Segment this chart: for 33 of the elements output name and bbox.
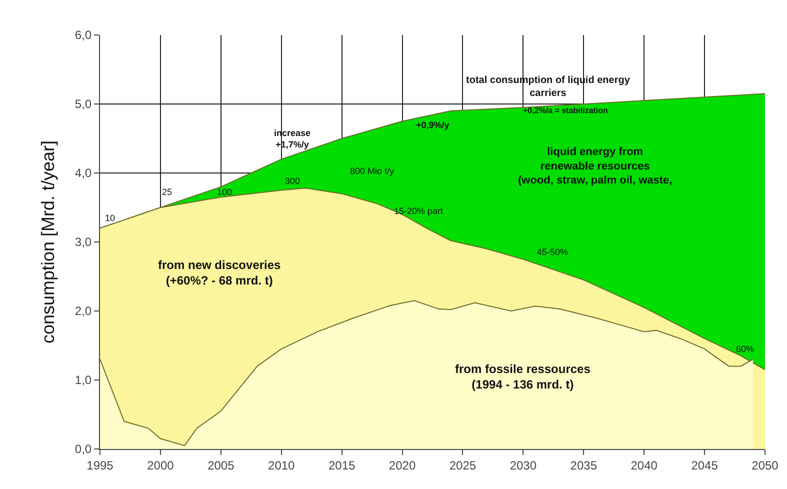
x-tick-label: 2020 [388,458,416,472]
x-tick-label: 2005 [208,458,235,472]
annotation: from fossile ressources (1994 - 136 mrd. t) [455,362,591,392]
x-tick-label: 2015 [328,458,356,472]
x-tick-label: 2030 [510,458,537,472]
x-tick-label: 2035 [570,458,598,472]
annotation: 800 Mio t/y [350,166,395,176]
annotation: 45-50% [537,247,568,257]
x-tick-label: 2045 [691,458,718,472]
y-tick-label: 0,0 [74,442,92,456]
y-tick-label: 4,0 [74,166,92,180]
annotation: 10 [105,213,116,223]
y-tick-label: 5,0 [74,97,92,112]
x-tick-label: 2025 [449,458,476,472]
annotation: 15-20% part [394,206,444,216]
y-axis-title: consumption [Mrd. t/year] [38,140,58,344]
annotation: +0,9%/y [416,120,450,130]
annotation: 100 [217,187,232,197]
y-tick-label: 6,0 [74,28,92,42]
annotation: 300 [285,176,300,186]
annotation: liquid energy from renewable resources (wood, straw, palm oil, waste, [518,146,672,187]
annotation: 60% [736,344,754,354]
y-tick-label: 1,0 [74,373,92,388]
x-tick-label: 2040 [630,458,658,472]
y-tick-label: 3,0 [74,235,92,250]
annotation: +0,2%/a = stabilization [523,106,608,115]
annotation: from new discoveries (+60%? - 68 mrd. t) [158,258,282,288]
annotation: 25 [162,187,172,197]
x-tick-label: 2000 [147,458,174,472]
x-tick-label: 2010 [268,458,296,472]
x-tick-label: 2050 [752,458,779,472]
x-tick-label: 1995 [86,458,114,472]
y-tick-label: 2,0 [74,304,92,318]
